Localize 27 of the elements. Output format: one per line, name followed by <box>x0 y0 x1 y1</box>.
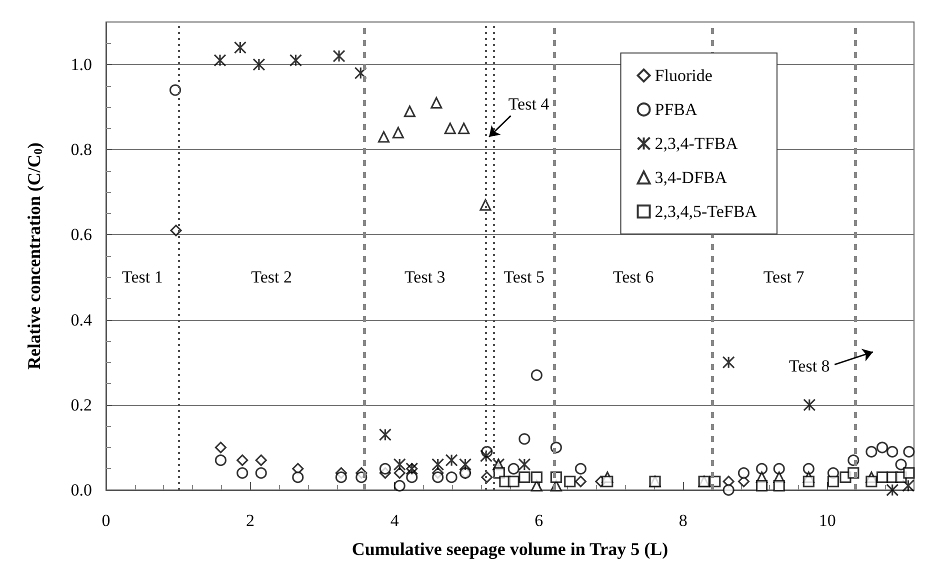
legend-label: PFBA <box>654 100 698 119</box>
x-tick-label: 8 <box>678 511 688 530</box>
x-tick-label: 2 <box>246 511 255 530</box>
y-tick-label: 0.8 <box>70 140 92 160</box>
annotation: Test 6 <box>612 268 654 287</box>
y-tick-label: 1.0 <box>70 55 92 74</box>
y-tick-label: 0.0 <box>70 480 92 500</box>
y-tick-label: 0.6 <box>70 225 92 244</box>
annotation: Test 5 <box>504 268 544 287</box>
y-axis-title: Relative concentration (C/C0) <box>24 142 45 370</box>
legend-label: 2,3,4,5-TeFBA <box>654 202 758 221</box>
legend-label: 3,4-DFBA <box>654 168 728 187</box>
y-tick-label: 0.2 <box>70 395 92 414</box>
annotation: Test 8 <box>788 356 830 376</box>
x-axis-title: Cumulative seepage volume in Tray 5 (L) <box>352 539 668 559</box>
y-tick-label: 0.4 <box>70 310 92 330</box>
x-tick-label: 6 <box>534 511 544 530</box>
annotation: Test 4 <box>508 94 550 114</box>
annotation: Test 1 <box>122 268 163 287</box>
annotation: Test 3 <box>404 268 446 287</box>
x-tick-label: 4 <box>390 511 400 530</box>
legend-label: 2,3,4-TFBA <box>654 134 739 153</box>
x-tick-label: 0 <box>102 511 110 530</box>
annotation: Test 7 <box>763 268 805 287</box>
legend-label: Fluoride <box>654 66 712 85</box>
x-tick-label: 10 <box>818 511 836 530</box>
annotation: Test 2 <box>251 268 292 287</box>
